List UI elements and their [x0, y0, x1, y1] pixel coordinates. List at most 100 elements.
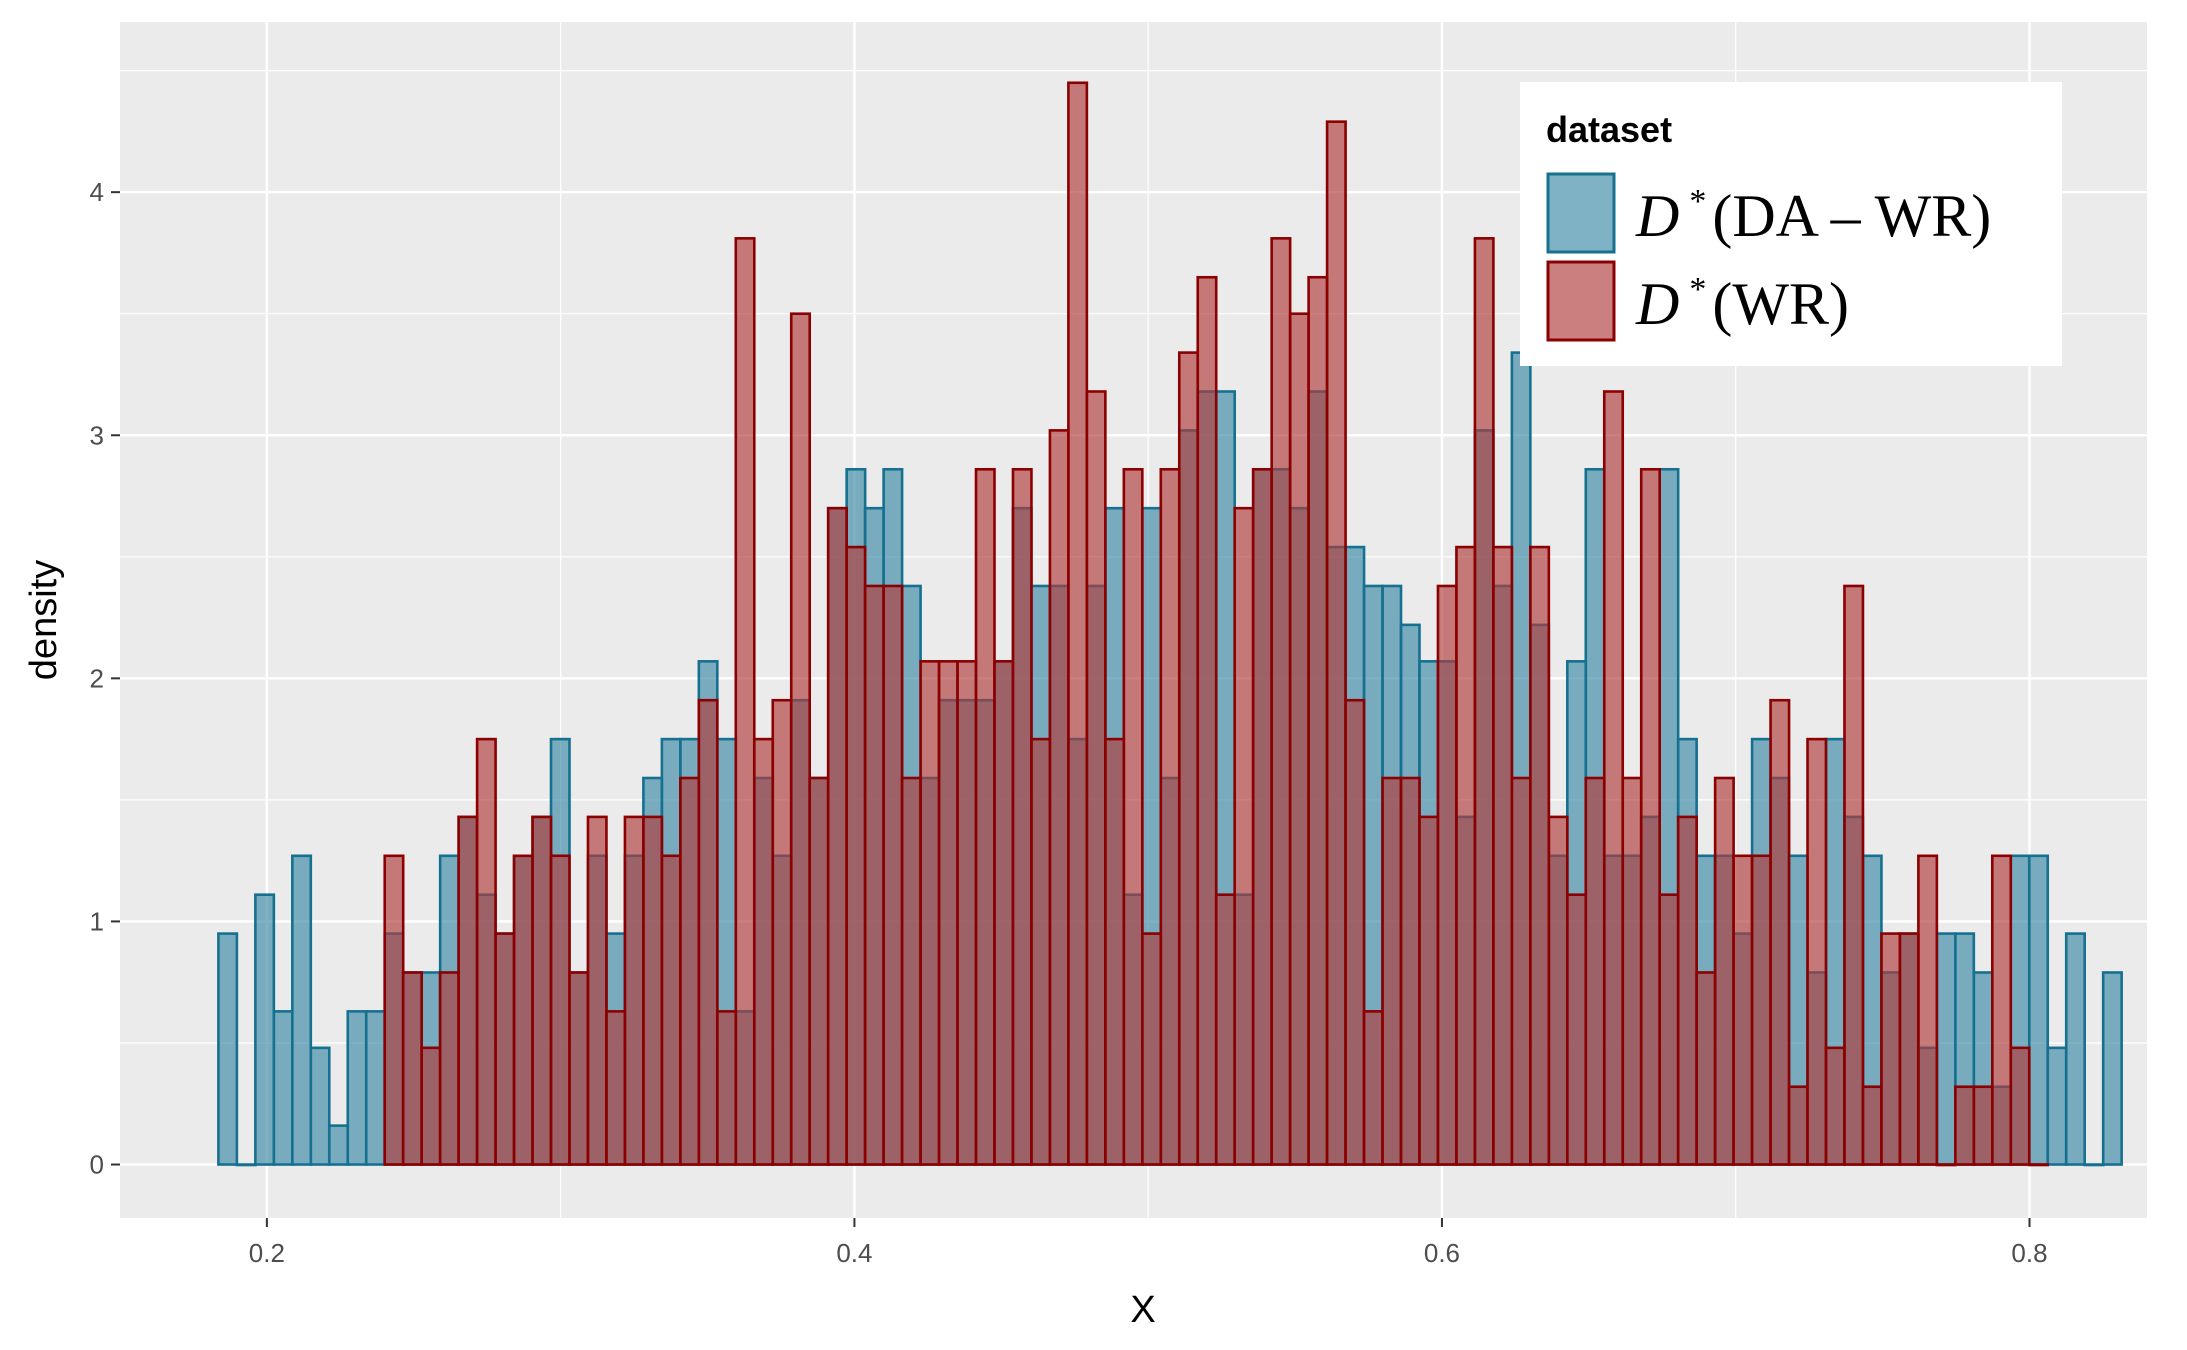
y-tick-label: 0	[90, 1150, 104, 1180]
bar-wr	[1492, 545, 1514, 1166]
bar-wr	[1030, 737, 1052, 1166]
bar-wr	[457, 815, 479, 1166]
bar-wr	[789, 312, 812, 1166]
bar-wr	[568, 971, 590, 1166]
bar-wr	[1824, 1046, 1846, 1166]
bar-wr	[1547, 815, 1569, 1166]
legend-label-text: (DA – WR)	[1712, 183, 1991, 249]
x-tick-label: 0.6	[1424, 1238, 1460, 1268]
bar-wr	[1658, 893, 1680, 1166]
legend-math-symbol: D	[1635, 183, 1679, 249]
bar-wr	[1935, 1163, 1957, 1167]
bar-wr	[623, 815, 645, 1166]
bar-wr	[1104, 737, 1126, 1166]
bar-wr	[1233, 506, 1255, 1166]
bar-wr	[1251, 467, 1273, 1166]
bar-wr	[808, 776, 830, 1166]
bar-da-wr	[291, 854, 313, 1166]
legend-label-wr: D * (WR)	[1635, 271, 1849, 337]
bar-wr	[1214, 893, 1237, 1166]
bar-da-wr	[272, 1010, 294, 1166]
legend-label-da-wr: D * (DA – WR)	[1635, 183, 1991, 249]
y-tick-label: 2	[90, 663, 104, 693]
bar-wr	[1270, 237, 1292, 1166]
bar-wr	[1436, 584, 1458, 1166]
y-tick-label: 4	[90, 177, 104, 207]
bar-wr	[752, 737, 775, 1166]
y-axis-title: density	[23, 560, 65, 680]
bar-wr	[845, 545, 867, 1166]
legend-math-symbol: D	[1635, 271, 1679, 337]
bar-wr	[1639, 467, 1661, 1166]
legend-superscript: *	[1689, 183, 1706, 220]
bar-wr	[863, 584, 885, 1166]
bar-wr	[1713, 776, 1735, 1166]
bar-wr	[420, 1046, 442, 1166]
bar-wr	[1954, 1085, 1976, 1166]
bar-wr	[1843, 584, 1865, 1166]
bar-wr	[1676, 815, 1698, 1166]
bar-da-wr	[217, 932, 239, 1166]
bar-wr	[1177, 351, 1200, 1166]
bar-wr	[1288, 312, 1310, 1166]
legend-key-wr	[1546, 260, 1616, 342]
bar-wr	[1898, 932, 1920, 1166]
bar-da-wr	[2046, 1046, 2068, 1166]
bar-wr	[1325, 120, 1347, 1166]
bar-wr	[531, 815, 553, 1166]
bar-wr	[1418, 815, 1440, 1166]
bar-wr	[1196, 275, 1218, 1166]
bar-wr	[1510, 776, 1532, 1166]
legend-key-da-wr	[1546, 172, 1616, 254]
bar-da-wr	[2083, 1163, 2105, 1167]
bar-wr	[1344, 698, 1366, 1166]
bar-wr	[1399, 776, 1421, 1166]
bar-wr	[1787, 1085, 1809, 1166]
legend-title: dataset	[1546, 109, 1672, 150]
legend: dataset D * (DA – WR) D * (WR)	[1520, 82, 2062, 366]
bar-wr	[383, 854, 405, 1166]
bar-da-wr	[364, 1010, 387, 1166]
bar-da-wr	[2064, 932, 2086, 1166]
x-axis-ticks: 0.2 0.4 0.6 0.8	[249, 1218, 2048, 1268]
bar-wr	[1991, 854, 2013, 1166]
bar-wr	[512, 854, 534, 1166]
bar-wr	[1806, 737, 1828, 1166]
x-tick-label: 0.4	[836, 1238, 872, 1268]
bar-wr	[1011, 467, 1033, 1166]
bar-wr	[2027, 1163, 2050, 1167]
bar-wr	[937, 660, 959, 1166]
bar-wr	[1362, 1010, 1384, 1166]
bar-wr	[1584, 776, 1606, 1166]
bar-wr	[586, 815, 608, 1166]
series-wr-bars	[383, 81, 2050, 1167]
bar-wr	[1732, 854, 1754, 1166]
bar-wr	[882, 584, 904, 1166]
bar-wr	[549, 854, 571, 1166]
bar-wr	[1307, 275, 1329, 1166]
y-tick-label: 3	[90, 420, 104, 450]
bar-wr	[494, 932, 516, 1166]
bar-wr	[1972, 1085, 1994, 1166]
bar-wr	[716, 1010, 738, 1166]
bar-wr	[734, 237, 756, 1166]
bar-wr	[1861, 1085, 1883, 1166]
bar-wr	[1750, 854, 1772, 1166]
bar-da-wr	[346, 1010, 368, 1166]
x-tick-label: 0.8	[2011, 1238, 2047, 1268]
bar-wr	[1122, 467, 1144, 1166]
bar-wr	[993, 660, 1015, 1166]
bar-wr	[1529, 545, 1551, 1166]
bar-wr	[697, 698, 719, 1166]
bar-wr	[1455, 545, 1477, 1166]
bar-wr	[1067, 81, 1089, 1166]
bar-wr	[475, 737, 497, 1166]
bar-wr	[919, 660, 941, 1166]
bar-wr	[660, 854, 682, 1166]
legend-label-text: (WR)	[1712, 271, 1849, 337]
bar-wr	[1473, 237, 1495, 1166]
bar-wr	[1048, 429, 1070, 1166]
bar-wr	[826, 506, 848, 1166]
bar-wr	[438, 971, 460, 1166]
